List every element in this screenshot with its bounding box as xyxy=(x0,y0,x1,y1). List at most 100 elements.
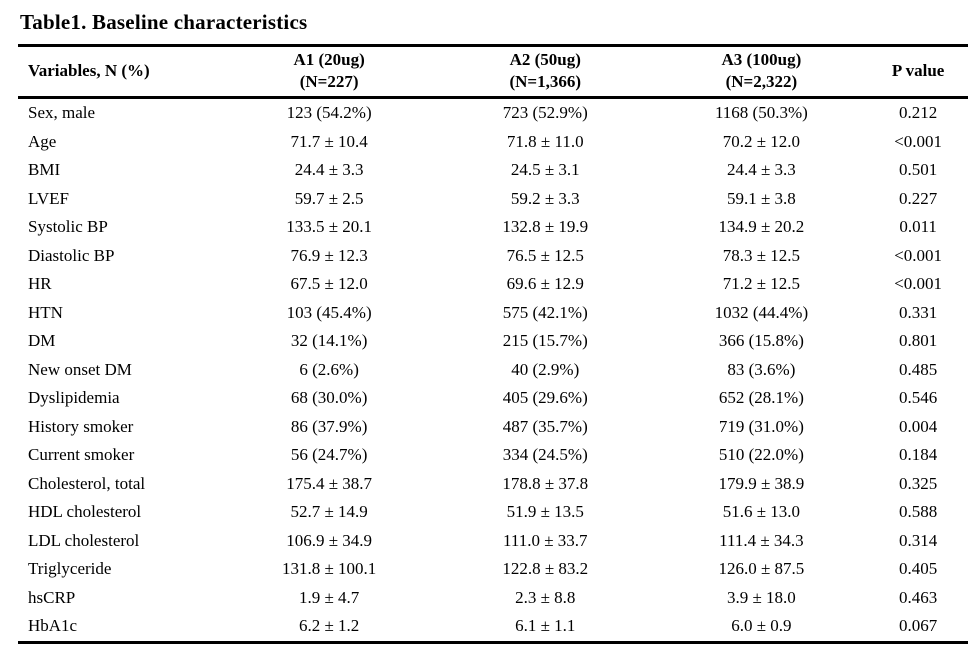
cell-variable: History smoker xyxy=(28,416,134,436)
cell-variable: Systolic BP xyxy=(28,217,108,237)
cell-a3: 3.9 ± 18.0 xyxy=(726,587,796,607)
cell-a3: 179.9 ± 38.9 xyxy=(718,473,805,493)
cell-p: <0.001 xyxy=(894,131,943,151)
cell-variable: HR xyxy=(28,274,52,294)
cell-variable: Triglyceride xyxy=(28,559,112,579)
baseline-characteristics-table: Variables, N (%) A1 (20ug) (N=227) A2 (5… xyxy=(18,44,968,644)
table-body: Sex, male 123 (54.2%) 723 (52.9%) 1168 (50.… xyxy=(18,98,968,643)
cell-a1: 131.8 ± 100.1 xyxy=(281,559,377,579)
cell-variable: LDL cholesterol xyxy=(28,530,140,550)
table-row: LVEF 59.7 ± 2.5 59.2 ± 3.3 59.1 ± 3.8 0.227 xyxy=(18,185,968,214)
cell-p: 0.184 xyxy=(899,445,938,465)
group-a2-n: (N=1,366) xyxy=(509,72,582,91)
table-row: Current smoker 56 (24.7%) 334 (24.5%) 510 (… xyxy=(18,441,968,470)
cell-p: 0.011 xyxy=(899,217,937,237)
cell-a3: 59.1 ± 3.8 xyxy=(726,188,796,208)
cell-a3: 652 (28.1%) xyxy=(718,388,804,408)
table-row: HbA1c 6.2 ± 1.2 6.1 ± 1.1 6.0 ± 0.9 0.067 xyxy=(18,612,968,642)
cell-a3: 1032 (44.4%) xyxy=(714,302,809,322)
cell-variable: hsCRP xyxy=(28,587,76,607)
cell-a1: 56 (24.7%) xyxy=(290,445,368,465)
cell-variable: HTN xyxy=(28,302,63,322)
cell-a3: 111.4 ± 34.3 xyxy=(719,530,804,550)
table-row: New onset DM 6 (2.6%) 40 (2.9%) 83 (3.6%) 0.… xyxy=(18,356,968,385)
cell-variable: BMI xyxy=(28,160,61,180)
cell-a3: 510 (22.0%) xyxy=(718,445,804,465)
header-group-a1: A1 (20ug) (N=227) xyxy=(222,46,436,98)
group-a3-n: (N=2,322) xyxy=(725,72,798,91)
cell-a3: 1168 (50.3%) xyxy=(714,103,808,123)
cell-a1: 68 (30.0%) xyxy=(290,388,368,408)
cell-a1: 32 (14.1%) xyxy=(290,331,368,351)
cell-variable: HbA1c xyxy=(28,616,78,636)
group-a2-label: A2 (50ug) xyxy=(509,50,581,69)
cell-variable: DM xyxy=(28,331,56,351)
cell-a3: 71.2 ± 12.5 xyxy=(722,274,801,294)
cell-p: 0.325 xyxy=(899,473,938,493)
cell-a1: 24.4 ± 3.3 xyxy=(294,160,364,180)
cell-p: 0.212 xyxy=(899,103,938,123)
table-row: Sex, male 123 (54.2%) 723 (52.9%) 1168 (50.… xyxy=(18,98,968,128)
cell-a1: 133.5 ± 20.1 xyxy=(286,217,373,237)
group-a3-label: A3 (100ug) xyxy=(721,50,802,69)
cell-a2: 178.8 ± 37.8 xyxy=(502,473,589,493)
cell-variable: Diastolic BP xyxy=(28,245,115,265)
header-row: Variables, N (%) A1 (20ug) (N=227) A2 (5… xyxy=(18,46,968,98)
table-row: hsCRP 1.9 ± 4.7 2.3 ± 8.8 3.9 ± 18.0 0.463 xyxy=(18,584,968,613)
cell-a2: 24.5 ± 3.1 xyxy=(510,160,580,180)
cell-a3: 126.0 ± 87.5 xyxy=(718,559,805,579)
cell-a1: 106.9 ± 34.9 xyxy=(286,530,373,550)
cell-a1: 1.9 ± 4.7 xyxy=(298,587,360,607)
cell-a1: 6 (2.6%) xyxy=(299,359,359,379)
cell-a2: 71.8 ± 11.0 xyxy=(506,131,584,151)
cell-a2: 59.2 ± 3.3 xyxy=(510,188,580,208)
cell-a1: 123 (54.2%) xyxy=(286,103,372,123)
table-row: HR 67.5 ± 12.0 69.6 ± 12.9 71.2 ± 12.5 <0.00… xyxy=(18,270,968,299)
table-row: History smoker 86 (37.9%) 487 (35.7%) 719 (… xyxy=(18,413,968,442)
cell-p: 0.405 xyxy=(899,559,938,579)
table-row: BMI 24.4 ± 3.3 24.5 ± 3.1 24.4 ± 3.3 0.501 xyxy=(18,156,968,185)
cell-p: 0.801 xyxy=(899,331,938,351)
cell-a2: 40 (2.9%) xyxy=(511,359,580,379)
cell-p: 0.463 xyxy=(899,587,938,607)
cell-p: 0.227 xyxy=(899,188,938,208)
table-row: Age 71.7 ± 10.4 71.8 ± 11.0 70.2 ± 12.0 <0.0… xyxy=(18,128,968,157)
cell-variable: Cholesterol, total xyxy=(28,473,146,493)
cell-variable: Age xyxy=(28,131,57,151)
cell-a2: 723 (52.9%) xyxy=(502,103,588,123)
cell-a3: 24.4 ± 3.3 xyxy=(726,160,796,180)
header-group-a2: A2 (50ug) (N=1,366) xyxy=(436,46,655,98)
cell-p: 0.067 xyxy=(899,616,938,636)
table-row: Cholesterol, total 175.4 ± 38.7 178.8 ± 37… xyxy=(18,470,968,499)
cell-p: 0.314 xyxy=(899,530,938,550)
table-row: DM 32 (14.1%) 215 (15.7%) 366 (15.8%) 0.801 xyxy=(18,327,968,356)
cell-p: 0.501 xyxy=(899,160,938,180)
cell-a1: 59.7 ± 2.5 xyxy=(294,188,364,208)
cell-a1: 6.2 ± 1.2 xyxy=(298,616,360,636)
cell-a2: 111.0 ± 33.7 xyxy=(502,530,588,550)
group-a1-n: (N=227) xyxy=(299,72,359,91)
cell-p: <0.001 xyxy=(894,245,943,265)
cell-variable: Current smoker xyxy=(28,445,135,465)
cell-a2: 6.1 ± 1.1 xyxy=(515,616,576,636)
cell-a3: 83 (3.6%) xyxy=(727,359,796,379)
cell-a3: 78.3 ± 12.5 xyxy=(722,245,801,265)
cell-a2: 334 (24.5%) xyxy=(502,445,588,465)
cell-p: 0.485 xyxy=(899,359,938,379)
cell-p: 0.546 xyxy=(899,388,938,408)
table-row: HDL cholesterol 52.7 ± 14.9 51.9 ± 13.5 51.… xyxy=(18,498,968,527)
table-row: Systolic BP 133.5 ± 20.1 132.8 ± 19.9 134.9… xyxy=(18,213,968,242)
cell-a3: 134.9 ± 20.2 xyxy=(718,217,805,237)
table-row: HTN 103 (45.4%) 575 (42.1%) 1032 (44.4%) 0.3… xyxy=(18,299,968,328)
cell-a3: 6.0 ± 0.9 xyxy=(731,616,792,636)
cell-variable: Sex, male xyxy=(28,103,96,123)
cell-a1: 76.9 ± 12.3 xyxy=(290,245,368,265)
cell-a1: 175.4 ± 38.7 xyxy=(286,473,373,493)
header-group-a3: A3 (100ug) (N=2,322) xyxy=(655,46,869,98)
header-variables: Variables, N (%) xyxy=(28,61,150,80)
cell-a2: 405 (29.6%) xyxy=(502,388,588,408)
cell-a1: 52.7 ± 14.9 xyxy=(290,502,368,522)
table-row: Triglyceride 131.8 ± 100.1 122.8 ± 83.2 126… xyxy=(18,555,968,584)
cell-a2: 2.3 ± 8.8 xyxy=(515,587,576,607)
